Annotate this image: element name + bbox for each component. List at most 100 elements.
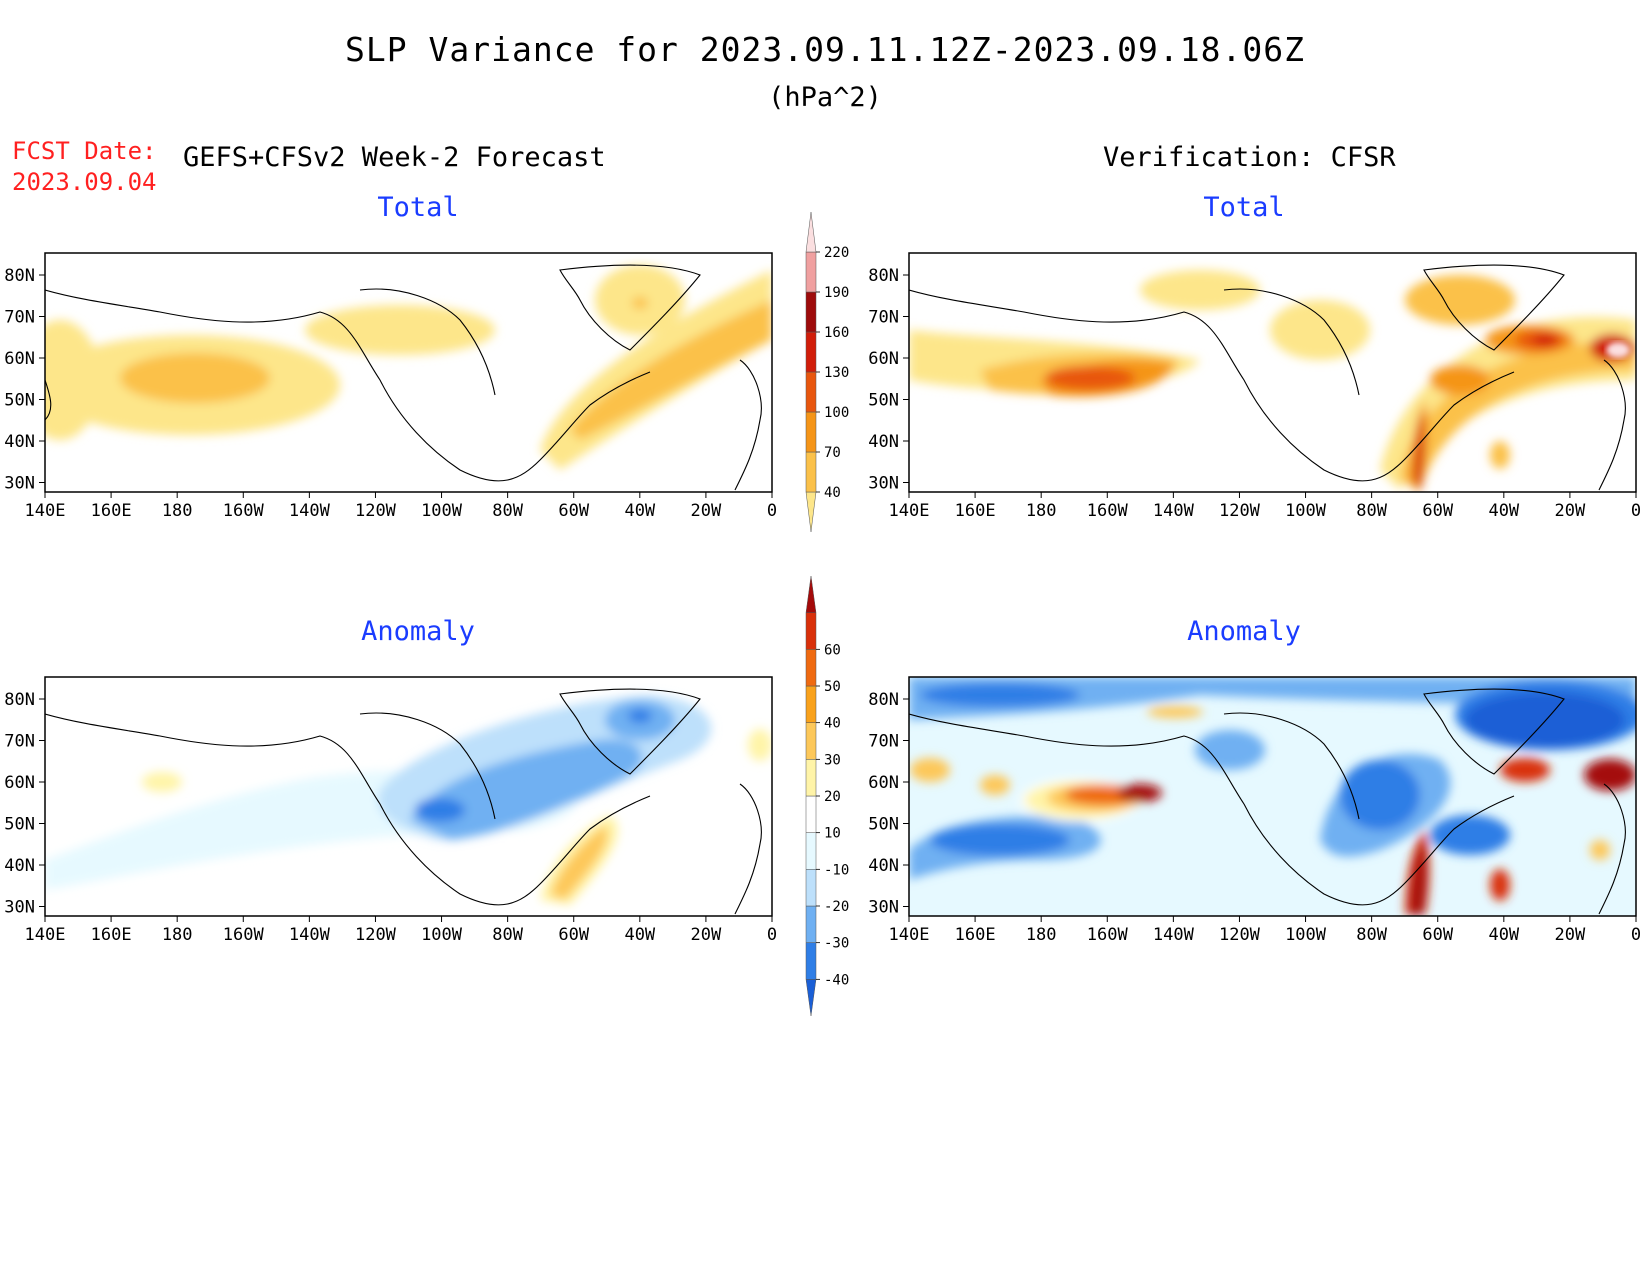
colorbar-tick-label: 60 <box>824 642 841 658</box>
lon-tick-label: 180 <box>162 501 193 521</box>
lon-tick-label: 80W <box>1356 925 1387 945</box>
bottom-right-panel-title: Anomaly <box>1187 616 1301 647</box>
lon-tick-label: 160E <box>955 501 996 521</box>
colorbar-swatch <box>805 832 817 870</box>
lon-tick-label: 120W <box>1219 925 1261 945</box>
lat-tick-label: 60N <box>4 773 35 793</box>
lon-tick-label: 160W <box>223 925 265 945</box>
lon-tick-label: 140E <box>25 925 66 945</box>
axes-layer: 80N 70N 60N 50N 40N 30N 140E 160E 180 160W 140W 120… <box>4 266 1641 945</box>
colorbar-swatch <box>805 575 817 613</box>
lon-tick-label: 60W <box>1422 501 1453 521</box>
lon-tick-label: 100W <box>1285 501 1327 521</box>
colorbar-swatch <box>805 331 817 373</box>
lon-tick-label: 160E <box>91 501 132 521</box>
lon-tick-label: 180 <box>1026 925 1057 945</box>
colorbar-tick-label: -10 <box>824 862 849 878</box>
lon-tick-label: 140W <box>1153 501 1195 521</box>
forecast-anomaly-map <box>45 677 772 916</box>
colorbar-tick-label: -40 <box>824 972 849 988</box>
lon-tick-label: 20W <box>1555 925 1586 945</box>
lat-tick-label: 80N <box>4 266 35 286</box>
colorbar-tick-label: 10 <box>824 826 841 842</box>
colorbar-swatch <box>805 942 817 980</box>
lat-tick-label: 50N <box>4 815 35 835</box>
frame-bottom-left <box>44 676 773 917</box>
lat-tick-label: 30N <box>868 898 899 918</box>
colorbar-swatch <box>805 685 817 723</box>
coastlines-top-right <box>909 264 1626 491</box>
lon-tick-label: 60W <box>558 925 589 945</box>
lon-tick-label: 80W <box>492 925 523 945</box>
lon-tick-label: 40W <box>1488 925 1519 945</box>
lon-tick-label: 40W <box>624 501 655 521</box>
colorbar-swatch <box>805 795 817 833</box>
lat-tick-label: 70N <box>4 732 35 752</box>
lon-tick-label: 80W <box>492 501 523 521</box>
frame-bottom-right <box>908 676 1637 917</box>
colorbar-swatch <box>805 491 817 533</box>
lon-tick-label: 100W <box>421 501 463 521</box>
lon-tick-label: 20W <box>1555 501 1586 521</box>
top-right-panel-title: Total <box>1203 192 1285 223</box>
lon-tick-label: 60W <box>558 501 589 521</box>
colorbar-swatch <box>805 251 817 293</box>
lat-tick-label: 30N <box>868 474 899 494</box>
lon-tick-label: 0 <box>767 925 777 945</box>
lat-tick-label: 70N <box>868 308 899 328</box>
units-label: (hPa^2) <box>768 82 882 113</box>
lon-tick-label: 180 <box>1026 501 1057 521</box>
lat-tick-label: 70N <box>4 308 35 328</box>
lon-tick-label: 120W <box>1219 501 1261 521</box>
lon-tick-label: 0 <box>1631 501 1641 521</box>
coastlines-bottom-left <box>45 688 762 915</box>
lon-tick-label: 20W <box>691 501 722 521</box>
lat-tick-label: 40N <box>868 856 899 876</box>
lon-tick-label: 140E <box>889 925 930 945</box>
colorbar-swatch <box>805 759 817 797</box>
lon-tick-label: 60W <box>1422 925 1453 945</box>
verification-anomaly-map <box>909 677 1636 916</box>
colorbar-tick-label: 40 <box>824 716 841 732</box>
colorbar-swatch <box>805 649 817 687</box>
lon-tick-label: 80W <box>1356 501 1387 521</box>
lon-tick-label: 140E <box>889 501 930 521</box>
lat-tick-label: 30N <box>4 474 35 494</box>
lon-tick-label: 0 <box>767 501 777 521</box>
lon-tick-label: 100W <box>1285 925 1327 945</box>
bottom-left-panel-title: Anomaly <box>361 616 475 647</box>
lon-tick-label: 120W <box>355 501 397 521</box>
lat-tick-label: 60N <box>4 349 35 369</box>
lat-tick-label: 60N <box>868 349 899 369</box>
colorbar-total: 40 70 100 130 160 190 220 <box>805 211 849 533</box>
lon-tick-label: 0 <box>1631 925 1641 945</box>
lat-tick-label: 60N <box>868 773 899 793</box>
top-left-panel-title: Total <box>377 192 459 223</box>
colorbar-swatch <box>805 411 817 453</box>
lat-tick-label: 70N <box>868 732 899 752</box>
colorbar-swatch <box>805 612 817 650</box>
colorbar-tick-label: 20 <box>824 789 841 805</box>
colorbar-tick-label: 40 <box>824 485 841 501</box>
colorbar-swatch <box>805 722 817 760</box>
lon-tick-label: 160E <box>955 925 996 945</box>
lat-tick-label: 80N <box>868 690 899 710</box>
colorbar-tick-label: 130 <box>824 365 849 381</box>
coastlines-top-left <box>45 264 762 491</box>
fcst-date-value: 2023.09.04 <box>12 168 157 196</box>
fcst-date-label: FCST Date: <box>12 137 157 165</box>
colorbar-tick-label: -20 <box>824 899 849 915</box>
lat-tick-label: 50N <box>868 815 899 835</box>
colorbar-tick-label: 50 <box>824 679 841 695</box>
lon-tick-label: 40W <box>624 925 655 945</box>
lat-tick-label: 50N <box>4 391 35 411</box>
forecast-header: GEFS+CFSv2 Week-2 Forecast <box>183 142 606 173</box>
colorbar-swatch <box>805 291 817 333</box>
lon-tick-label: 160E <box>91 925 132 945</box>
lon-tick-label: 140W <box>289 501 331 521</box>
colorbar-tick-label: 30 <box>824 752 841 768</box>
colorbar-swatch <box>805 905 817 943</box>
colorbar-swatch <box>805 451 817 493</box>
lon-tick-label: 160W <box>223 501 265 521</box>
